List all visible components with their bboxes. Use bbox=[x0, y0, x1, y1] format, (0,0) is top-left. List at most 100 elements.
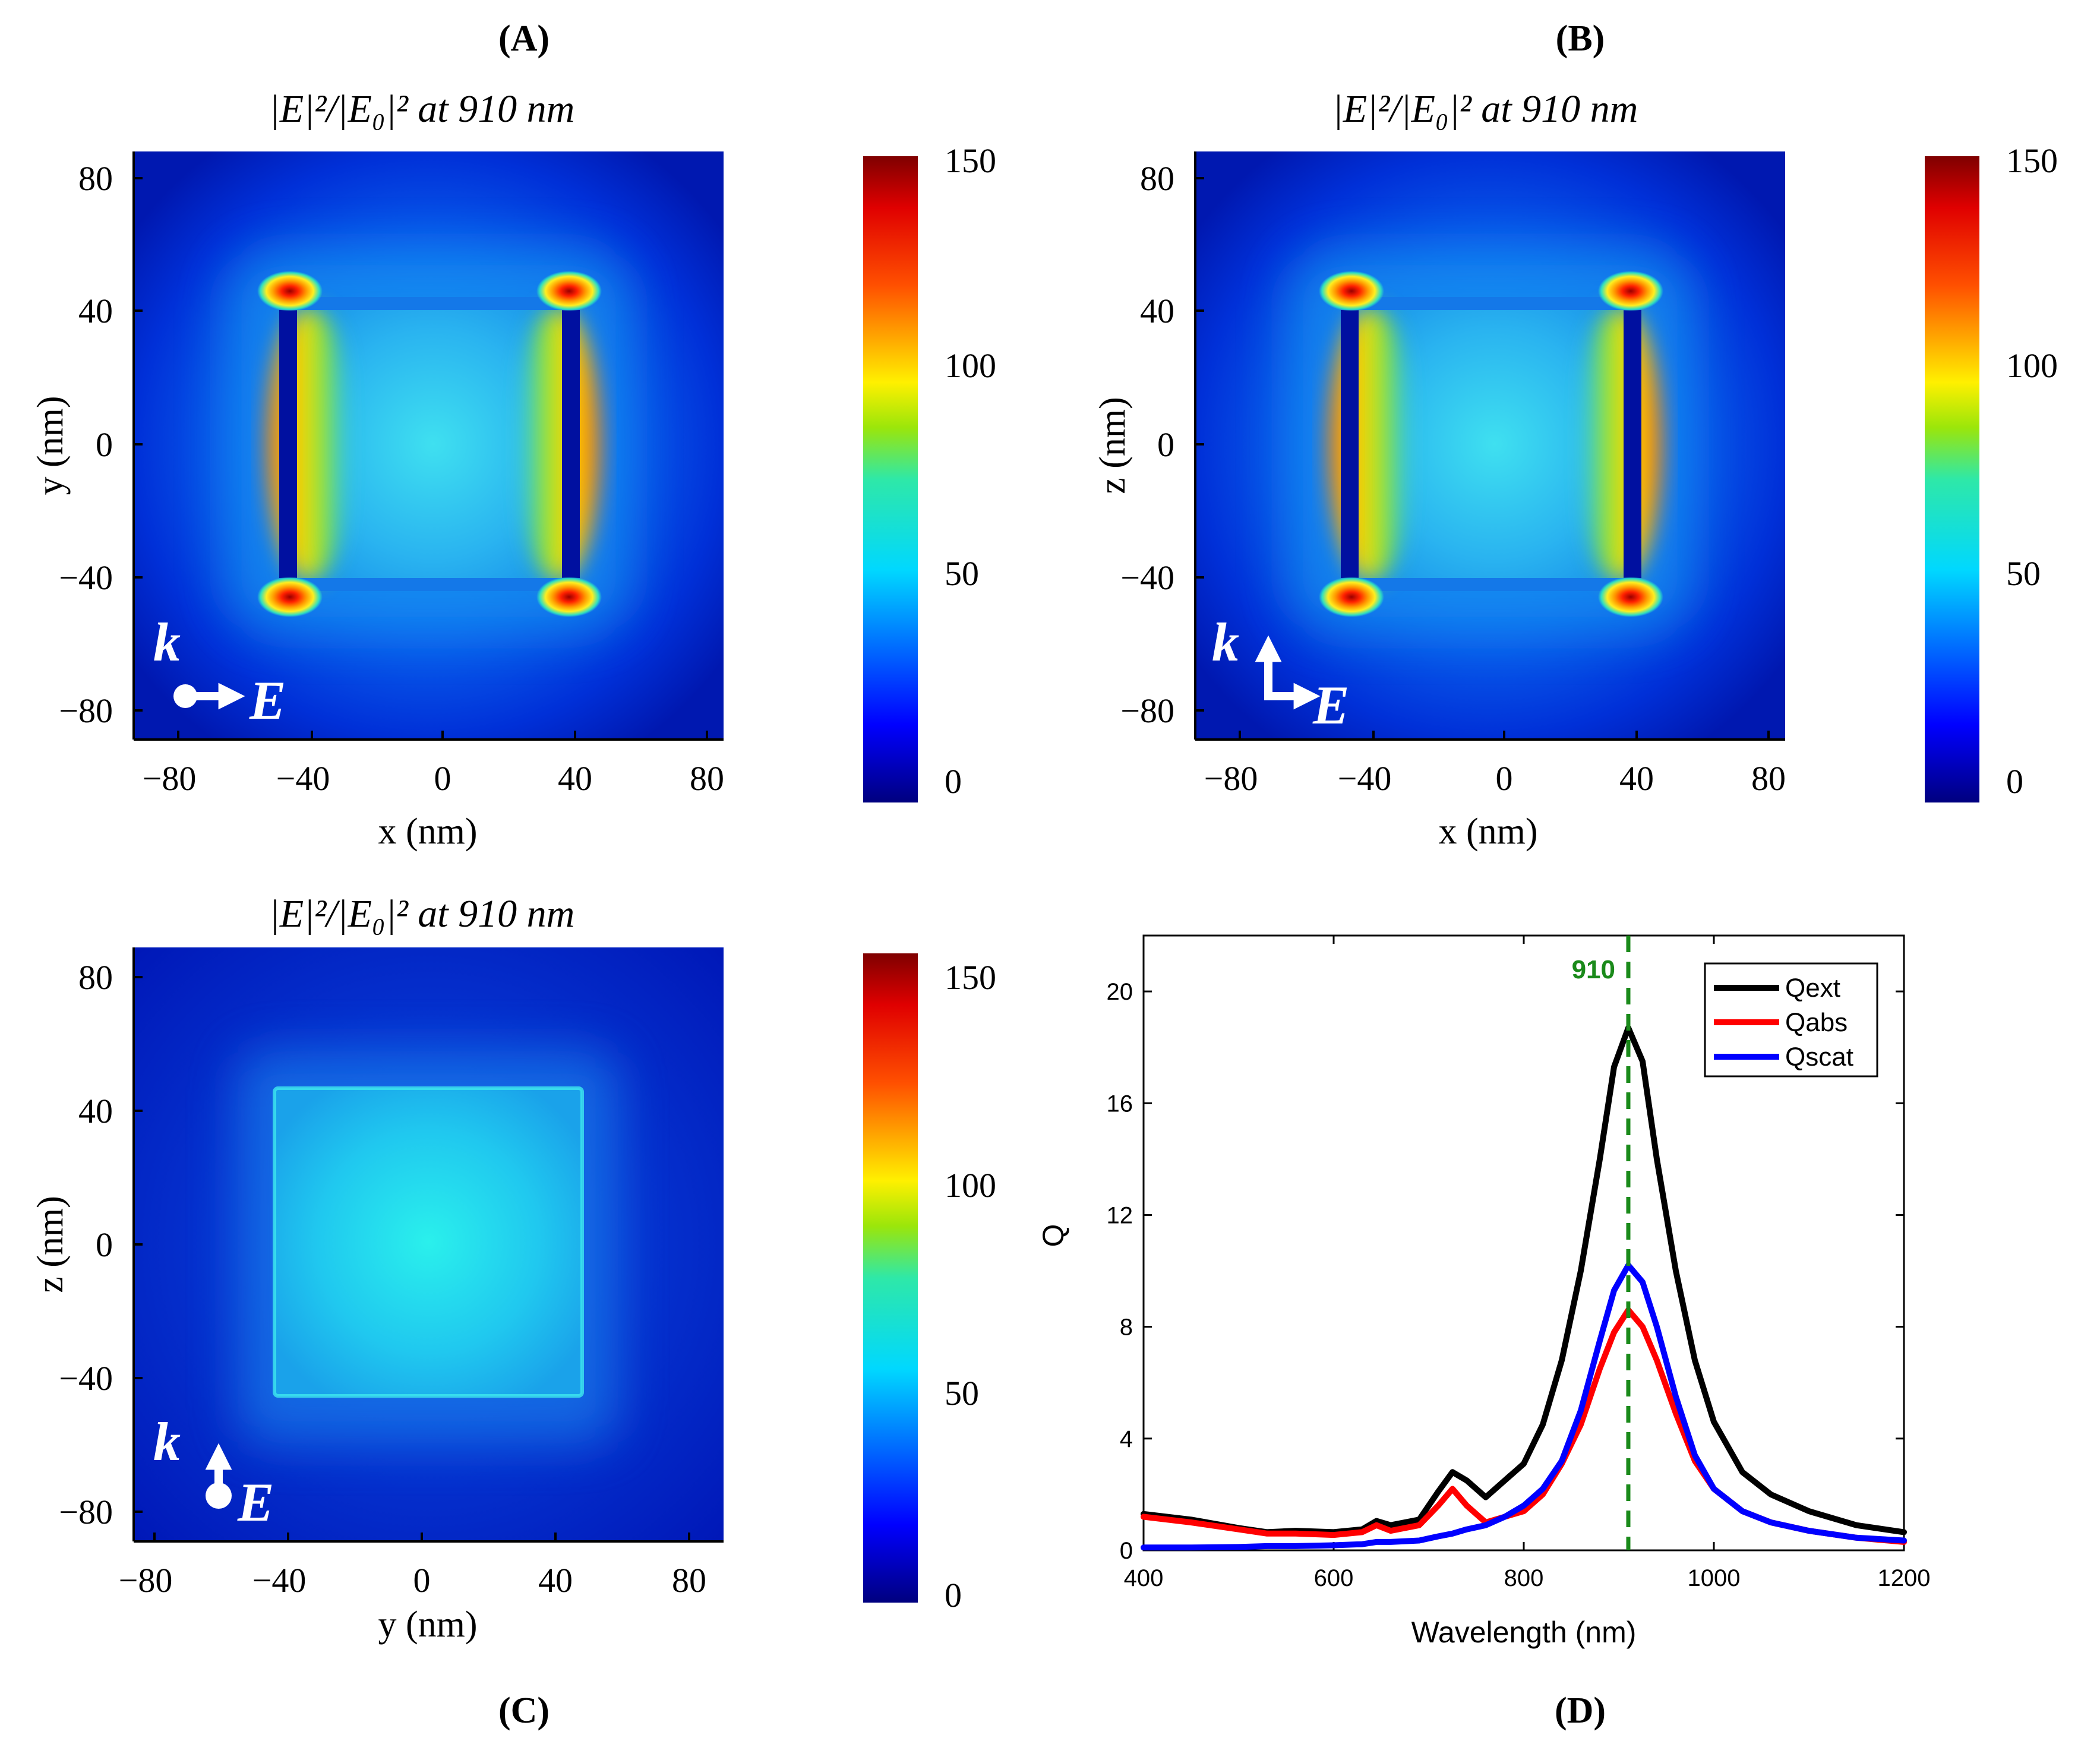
panel-c-polarization-icon: k E bbox=[153, 1411, 274, 1533]
panel-c-xlabel: y (nm) bbox=[378, 1604, 477, 1645]
panel-b-cbar-tick: 0 bbox=[2006, 762, 2023, 801]
panel-c-ytick: −80 bbox=[59, 1493, 113, 1531]
y-tick-label: 20 bbox=[1107, 979, 1133, 1005]
panel-a-e-label: E bbox=[249, 670, 286, 731]
legend-label-qext: Qext bbox=[1785, 974, 1840, 1003]
y-tick-label: 0 bbox=[1120, 1538, 1133, 1564]
x-tick-label: 1000 bbox=[1688, 1565, 1741, 1591]
panel-d-ticks: 400 600 800 1000 1200 0 4 8 12 16 20 bbox=[1107, 936, 1931, 1591]
panel-b-ytick: 40 bbox=[1140, 292, 1174, 330]
panel-a-axes bbox=[132, 151, 724, 741]
panel-b-e-label: E bbox=[1312, 675, 1349, 735]
panel-c-xtick: −80 bbox=[119, 1561, 173, 1600]
panel-b-ytick: −80 bbox=[1120, 691, 1174, 730]
panel-b-xlabel: x (nm) bbox=[1438, 811, 1537, 852]
panel-a-cbar-tick: 50 bbox=[945, 554, 979, 593]
panel-c-cbar-tick: 50 bbox=[945, 1374, 979, 1413]
panel-a-ytick: 40 bbox=[78, 292, 113, 330]
panel-a-colorbar: 150 100 50 0 bbox=[863, 141, 996, 802]
panel-b-ytick: 0 bbox=[1157, 425, 1174, 464]
panel-c-heatmap bbox=[134, 947, 724, 1541]
panel-a-xlabel: x (nm) bbox=[378, 811, 477, 852]
panel-c-axes bbox=[132, 947, 724, 1543]
panel-b-title: |E|²/|E₀|² at 910 nm bbox=[1332, 87, 1638, 131]
panel-a-title: |E|²/|E₀|² at 910 nm bbox=[269, 87, 575, 131]
series-line-qext bbox=[1141, 1025, 1907, 1535]
panel-a-xtick: 80 bbox=[690, 759, 724, 798]
panel-c-e-label: E bbox=[237, 1472, 274, 1533]
y-tick-label: 4 bbox=[1120, 1426, 1133, 1452]
panel-a-cbar-tick: 100 bbox=[945, 346, 996, 385]
panel-b-xtick: 40 bbox=[1619, 759, 1654, 798]
panel-c-label: (C) bbox=[498, 1691, 550, 1731]
panel-c-title: |E|²/|E₀|² at 910 nm bbox=[269, 892, 575, 936]
panel-a-ytick: 0 bbox=[96, 425, 113, 464]
legend-label-qscat: Qscat bbox=[1785, 1042, 1853, 1072]
panel-a-ytick: 80 bbox=[78, 159, 113, 198]
panel-b-cbar-tick: 100 bbox=[2006, 346, 2058, 385]
panel-a-heatmap bbox=[134, 151, 724, 740]
panel-a-label: (A) bbox=[498, 18, 550, 59]
panel-d-xlabel: Wavelength (nm) bbox=[1411, 1616, 1637, 1649]
panel-b-ytick: −40 bbox=[1120, 558, 1174, 597]
y-tick-label: 12 bbox=[1107, 1202, 1133, 1228]
resonance-marker-label: 910 bbox=[1572, 955, 1615, 984]
panel-b-xtick: 0 bbox=[1496, 759, 1513, 798]
panel-c-ylabel: z (nm) bbox=[30, 1196, 71, 1293]
y-tick-label: 16 bbox=[1107, 1091, 1133, 1117]
panel-b-cbar-tick: 150 bbox=[2006, 141, 2058, 180]
panel-b-axes bbox=[1194, 151, 1785, 741]
panel-c-cbar-tick: 0 bbox=[945, 1576, 962, 1614]
panel-d-series bbox=[1141, 1025, 1907, 1551]
panel-b-k-label: k bbox=[1212, 612, 1239, 672]
x-tick-label: 1200 bbox=[1878, 1565, 1931, 1591]
panel-b-ytick: 80 bbox=[1140, 159, 1174, 198]
panel-c-ytick: 40 bbox=[78, 1092, 113, 1130]
panel-a-cbar-tick: 150 bbox=[945, 141, 996, 180]
panel-d-ylabel: Q bbox=[1037, 1224, 1070, 1247]
panel-a-cbar-tick: 0 bbox=[945, 762, 962, 801]
panel-b-ylabel: z (nm) bbox=[1092, 397, 1133, 494]
panel-a: (A) |E|²/|E₀|² at 910 nm bbox=[30, 18, 996, 852]
panel-a-ytick: −80 bbox=[59, 691, 113, 730]
panel-a-xtick: 0 bbox=[434, 759, 451, 798]
panel-c-xtick: 80 bbox=[672, 1561, 706, 1600]
panel-a-k-label: k bbox=[153, 612, 181, 672]
panel-b-heatmap bbox=[1195, 151, 1785, 740]
y-tick-label: 8 bbox=[1120, 1315, 1133, 1341]
panel-a-xtick: −40 bbox=[276, 759, 330, 798]
panel-b-polarization-icon: k E bbox=[1212, 612, 1349, 735]
panel-a-xtick: −80 bbox=[143, 759, 197, 798]
panel-b-xtick: 80 bbox=[1751, 759, 1786, 798]
panel-c-xtick: −40 bbox=[252, 1561, 307, 1600]
panel-b-xtick: −80 bbox=[1204, 759, 1258, 798]
panel-c-xtick: 0 bbox=[413, 1561, 431, 1600]
x-tick-label: 400 bbox=[1124, 1565, 1164, 1591]
panel-b: (B) |E|²/|E₀|² at 910 nm bbox=[1092, 18, 2058, 852]
panel-b-label: (B) bbox=[1556, 18, 1605, 59]
series-line-qscat bbox=[1141, 1262, 1907, 1551]
legend-label-qabs: Qabs bbox=[1785, 1008, 1848, 1037]
x-tick-label: 600 bbox=[1314, 1565, 1354, 1591]
x-tick-label: 800 bbox=[1504, 1565, 1544, 1591]
panel-c-colorbar: 150 100 50 0 bbox=[863, 953, 996, 1614]
panel-a-ytick: −40 bbox=[59, 558, 113, 597]
panel-c: |E|²/|E₀|² at 910 nm 80 40 0 −40 bbox=[30, 892, 996, 1731]
panel-a-ylabel: y (nm) bbox=[30, 396, 71, 495]
panel-b-cbar-tick: 50 bbox=[2006, 554, 2041, 593]
panel-d-chart: 400 600 800 1000 1200 0 4 8 12 16 20 910 Qext Qabs… bbox=[1037, 934, 1931, 1731]
panel-b-colorbar: 150 100 50 0 bbox=[1925, 141, 2058, 802]
panel-c-k-label: k bbox=[153, 1411, 181, 1472]
panel-c-cbar-tick: 100 bbox=[945, 1166, 996, 1205]
panel-a-xtick: 40 bbox=[558, 759, 592, 798]
panel-d-marker: 910 bbox=[1572, 936, 1631, 1550]
panel-c-ytick: 80 bbox=[78, 958, 113, 997]
panel-c-xtick: 40 bbox=[538, 1561, 573, 1600]
panel-c-ytick: −40 bbox=[59, 1359, 113, 1398]
panel-c-ytick: 0 bbox=[96, 1225, 113, 1264]
panel-a-polarization-icon: k E bbox=[153, 612, 286, 731]
panel-d-label: (D) bbox=[1555, 1691, 1606, 1731]
panel-b-xtick: −40 bbox=[1338, 759, 1392, 798]
panel-c-cbar-tick: 150 bbox=[945, 958, 996, 997]
